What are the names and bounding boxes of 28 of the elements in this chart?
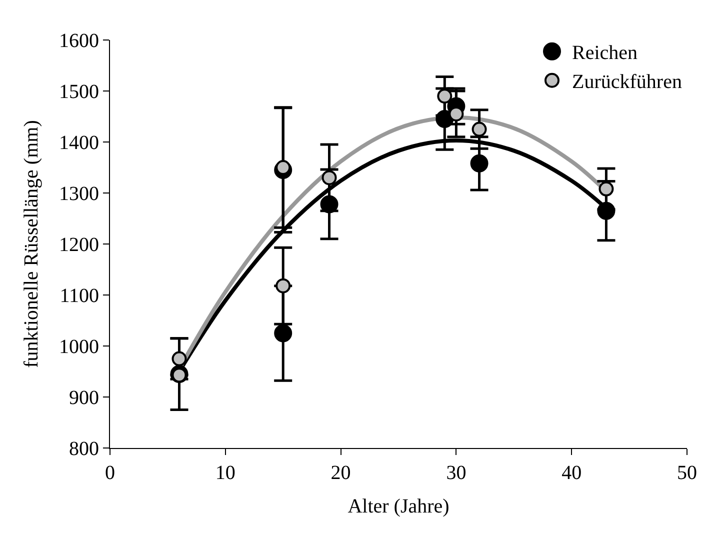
point: [470, 154, 488, 172]
y-tick-label: 1600: [59, 30, 99, 52]
legend-label: Zurückführen: [572, 71, 682, 94]
y-tick-label: 900: [69, 387, 99, 409]
y-tick-label: 1100: [60, 285, 99, 307]
point: [598, 181, 614, 196]
point: [472, 122, 487, 137]
x-tick-label: 10: [215, 462, 236, 484]
point: [276, 160, 291, 175]
x-tick-label: 20: [330, 462, 351, 484]
y-tick-label: 1000: [59, 336, 99, 358]
legend-label: Reichen: [572, 42, 638, 64]
x-axis-title: Alter (Jahre): [348, 496, 450, 518]
x-tick-label: 0: [105, 462, 115, 484]
y-tick-label: 800: [69, 438, 99, 460]
y-tick-label: 1200: [59, 234, 99, 256]
point: [437, 88, 452, 104]
x-tick-label: 50: [677, 462, 697, 484]
y-axis-title: funktionelle Rüssellänge (mm): [20, 120, 42, 368]
y-tick-label: 1400: [59, 132, 99, 154]
y-tick-label: 1300: [59, 183, 99, 205]
point: [276, 278, 291, 294]
x-tick-label: 30: [446, 462, 466, 484]
point: [322, 170, 337, 186]
point: [172, 351, 187, 366]
y-tick-label: 1500: [59, 81, 99, 103]
x-tick-label: 40: [562, 462, 582, 484]
point: [274, 324, 292, 342]
